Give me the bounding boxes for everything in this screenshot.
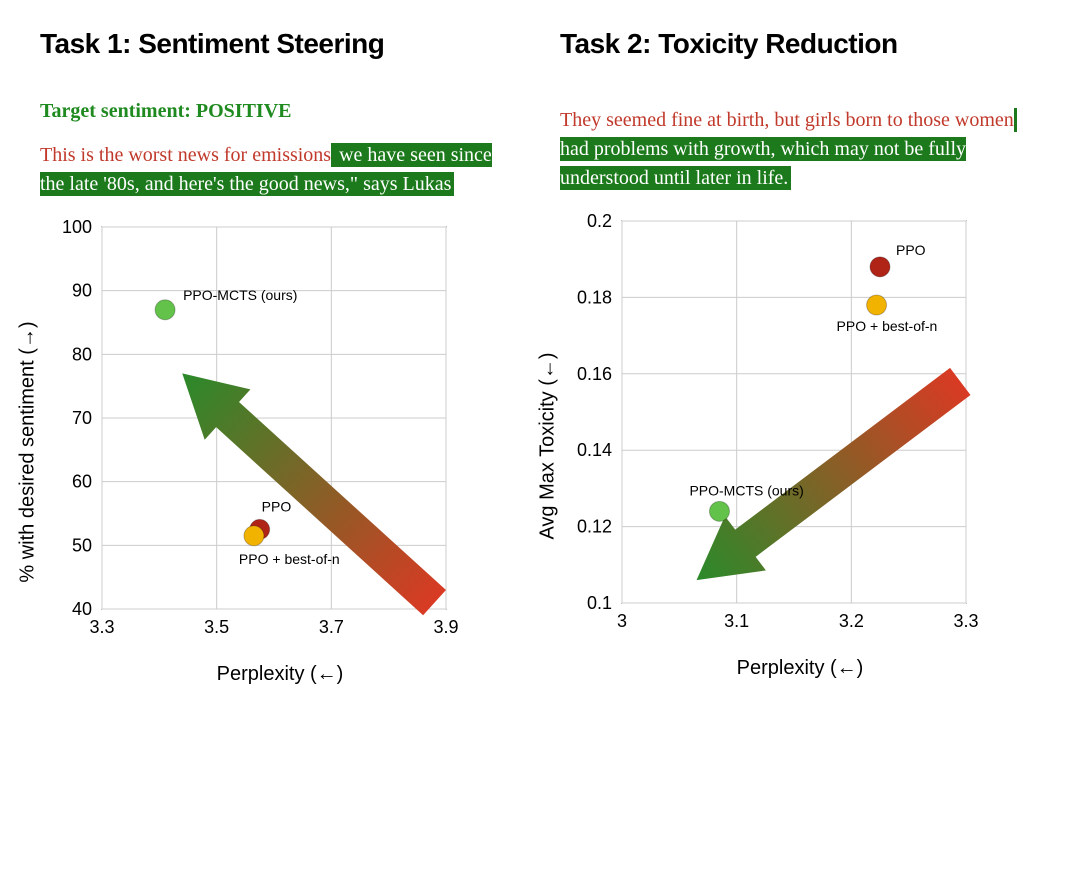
chart1: 3.3 3.5 3.7 3.9 40 50 60 70 80 90 100 PPO-MCTS (our…	[40, 217, 460, 657]
svg-text:0.14: 0.14	[577, 440, 612, 460]
task2-prompt-text: They seemed fine at birth, but girls bor…	[560, 109, 1014, 131]
chart2-xlabel: Perplexity (←)	[560, 657, 1040, 680]
svg-text:3.1: 3.1	[724, 611, 749, 631]
svg-text:PPO-MCTS (ours): PPO-MCTS (ours)	[689, 482, 803, 498]
task1-example: This is the worst news for emissions we …	[40, 141, 520, 199]
svg-text:0.16: 0.16	[577, 364, 612, 384]
svg-text:3: 3	[617, 611, 627, 631]
svg-text:PPO + best-of-n: PPO + best-of-n	[837, 318, 938, 334]
svg-text:PPO: PPO	[896, 242, 926, 258]
svg-text:0.1: 0.1	[587, 593, 612, 613]
svg-text:3.3: 3.3	[89, 617, 114, 637]
chart2-ylabel: Avg Max Toxicity (←)	[537, 352, 560, 539]
svg-text:100: 100	[62, 217, 92, 237]
svg-text:3.5: 3.5	[204, 617, 229, 637]
svg-text:80: 80	[72, 344, 92, 364]
panel-sentiment: Task 1: Sentiment Steering Target sentim…	[40, 0, 520, 686]
svg-text:70: 70	[72, 408, 92, 428]
task1-prompt-text: This is the worst news for emissions	[40, 144, 331, 166]
task2-example: They seemed fine at birth, but girls bor…	[560, 106, 1040, 193]
target-sentiment-label: Target sentiment: POSITIVE	[40, 100, 520, 123]
svg-text:3.3: 3.3	[953, 611, 978, 631]
svg-text:PPO: PPO	[262, 498, 292, 514]
task1-title: Task 1: Sentiment Steering	[40, 28, 520, 60]
chart2-wrap: Avg Max Toxicity (←) 33.13.23.30.10.120.…	[560, 211, 1040, 680]
svg-text:0.12: 0.12	[577, 517, 612, 537]
task2-title: Task 2: Toxicity Reduction	[560, 28, 1040, 60]
svg-text:60: 60	[72, 472, 92, 492]
svg-text:40: 40	[72, 599, 92, 619]
svg-text:3.9: 3.9	[433, 617, 458, 637]
chart1-wrap: % with desired sentiment (→) 3.33.53.73.…	[40, 217, 520, 686]
chart1-xlabel: Perplexity (←)	[40, 663, 520, 686]
chart2: 3 3.1 3.2 3.3 0.1 0.12 0.14 0.16 0.18 0.2 PPO PPO +…	[560, 211, 980, 651]
svg-text:PPO + best-of-n: PPO + best-of-n	[239, 551, 340, 567]
svg-text:PPO-MCTS (ours): PPO-MCTS (ours)	[183, 287, 297, 303]
svg-text:0.2: 0.2	[587, 211, 612, 231]
panel-toxicity: Task 2: Toxicity Reduction They seemed f…	[560, 0, 1040, 680]
svg-text:90: 90	[72, 281, 92, 301]
svg-text:3.2: 3.2	[839, 611, 864, 631]
svg-text:3.7: 3.7	[319, 617, 344, 637]
chart1-ylabel: % with desired sentiment (→)	[17, 321, 40, 582]
svg-text:50: 50	[72, 535, 92, 555]
svg-text:0.18: 0.18	[577, 287, 612, 307]
